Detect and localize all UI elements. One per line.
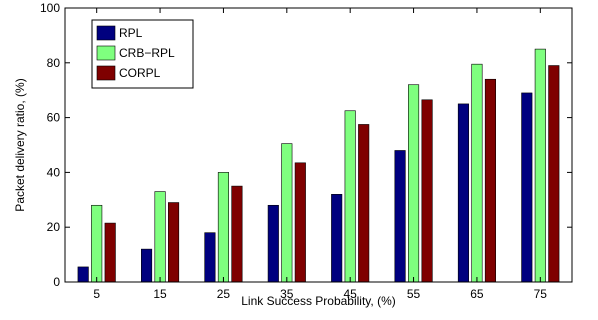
y-ticks: 0 20 40 60 80 100 [40,1,572,289]
bar-2-5 [91,204,103,283]
legend-items: RPL CRB−RPL CORPL [96,25,175,81]
x-tick-label: 5 [93,287,100,301]
y-tick-label: 40 [47,165,61,179]
legend-swatch-2 [96,45,116,61]
bar-2-45 [344,110,356,283]
legend-swatch-3 [96,65,116,81]
bar-3-5 [104,222,116,283]
legend-swatch-1 [96,25,116,41]
legend-label-1: RPL [119,26,143,40]
bar-2-55 [408,84,420,283]
x-ticks: 5 15 25 35 45 55 65 75 [93,8,547,301]
y-tick-label: 60 [47,111,61,125]
bar-2-75 [534,48,546,283]
bar-3-45 [358,124,370,283]
bar-2-65 [471,63,483,283]
y-tick-label: 100 [40,1,60,15]
bar-1-65 [457,103,469,283]
x-tick-label: 45 [344,287,358,301]
bars [77,48,560,283]
x-tick-label: 65 [470,287,484,301]
y-axis-label: Packet delivery ratio, (%) [13,78,27,211]
bar-1-75 [521,92,533,283]
bar-2-15 [154,191,166,283]
bar-3-75 [548,65,560,283]
bar-1-25 [204,232,216,283]
legend-label-2: CRB−RPL [119,46,175,60]
x-axis-label: Link Success Probability, (%) [241,294,396,308]
bar-1-45 [331,194,343,283]
bar-3-55 [421,99,433,283]
bar-2-35 [281,143,293,283]
x-tick-label: 55 [407,287,421,301]
legend-label-3: CORPL [119,66,161,80]
legend: RPL CRB−RPL CORPL [91,19,194,89]
bar-2-25 [217,172,229,283]
bar-3-15 [168,202,180,283]
y-tick-label: 20 [47,220,61,234]
bar-3-25 [231,185,243,283]
bar-3-65 [484,78,496,283]
y-tick-label: 80 [47,56,61,70]
bar-3-35 [294,162,306,283]
bar-1-15 [141,248,153,283]
x-tick-label: 15 [153,287,167,301]
bar-1-55 [394,150,406,283]
bar-1-5 [77,266,89,283]
y-tick-label: 0 [53,275,60,289]
x-tick-label: 75 [534,287,548,301]
plot-frame [64,7,573,283]
x-tick-label: 25 [217,287,231,301]
x-tick-label: 35 [280,287,294,301]
bar-1-35 [267,204,279,283]
